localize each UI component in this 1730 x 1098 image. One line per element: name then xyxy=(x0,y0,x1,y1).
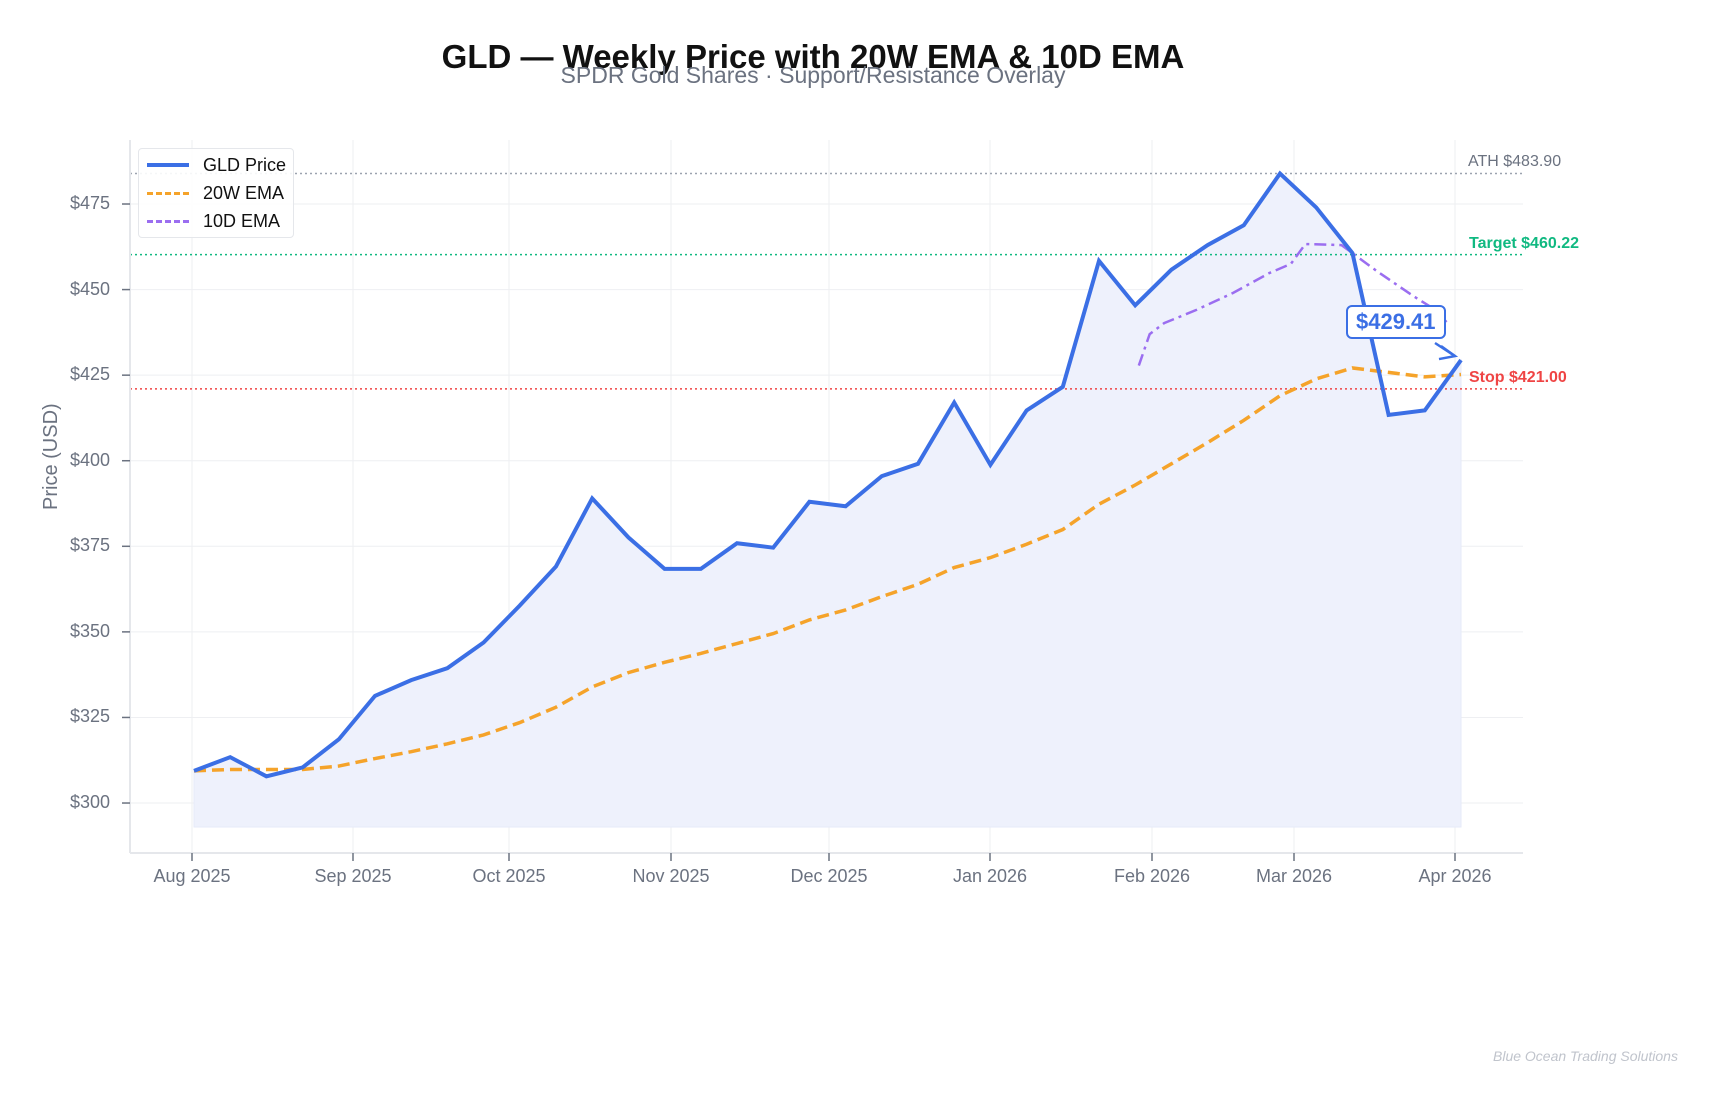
chart-title: GLD — Weekly Price with 20W EMA & 10D EM… xyxy=(441,38,1185,75)
y-tick-label: $325 xyxy=(69,706,110,727)
watermark: Blue Ocean Trading Solutions xyxy=(1493,1048,1678,1064)
last-price-callout: $429.41 xyxy=(1346,305,1446,339)
ema-10d-line xyxy=(1137,242,1448,366)
y-tick-label: $300 xyxy=(69,792,110,813)
legend-item-price: GLD Price xyxy=(147,153,286,177)
ema-20w-line xyxy=(193,366,1462,773)
y-tick-label: $350 xyxy=(69,620,110,641)
price-line xyxy=(193,170,1463,779)
x-tick-label: Apr 2026 xyxy=(1418,866,1492,886)
x-tick-label: Oct 2025 xyxy=(472,866,546,886)
dashed-line-icon xyxy=(147,191,189,195)
dashdot-line-icon xyxy=(147,219,189,223)
y-tick-label: $375 xyxy=(69,535,110,556)
y-tick-label: $450 xyxy=(69,278,110,299)
solid-line-icon xyxy=(147,163,189,167)
stop-label: Stop $421.00 xyxy=(1469,369,1567,386)
chart-legend: GLD Price 20W EMA 10D EMA xyxy=(138,148,294,238)
target-label: Target $460.22 xyxy=(1469,235,1579,252)
arrow-head-icon xyxy=(1438,345,1459,361)
legend-item-20w-ema: 20W EMA xyxy=(147,181,284,205)
ath-label: ATH $483.90 xyxy=(1468,153,1562,170)
x-tick-label: Aug 2025 xyxy=(153,866,231,886)
x-tick-label: Nov 2025 xyxy=(632,866,710,886)
y-tick-label: $425 xyxy=(69,364,110,385)
y-tick-label: $400 xyxy=(69,449,110,470)
price-fill-area xyxy=(193,172,1462,828)
x-tick-label: Jan 2026 xyxy=(952,866,1028,886)
x-tick-label: Dec 2025 xyxy=(790,866,868,886)
chart-subtitle: SPDR Gold Shares · Support/Resistance Ov… xyxy=(560,62,1066,88)
x-tick-label: Feb 2026 xyxy=(1113,866,1191,886)
y-tick-label: $475 xyxy=(69,193,110,213)
x-tick-label: Sep 2025 xyxy=(314,866,392,886)
legend-item-10d-ema: 10D EMA xyxy=(147,209,280,233)
x-tick-label: Mar 2026 xyxy=(1255,866,1333,886)
